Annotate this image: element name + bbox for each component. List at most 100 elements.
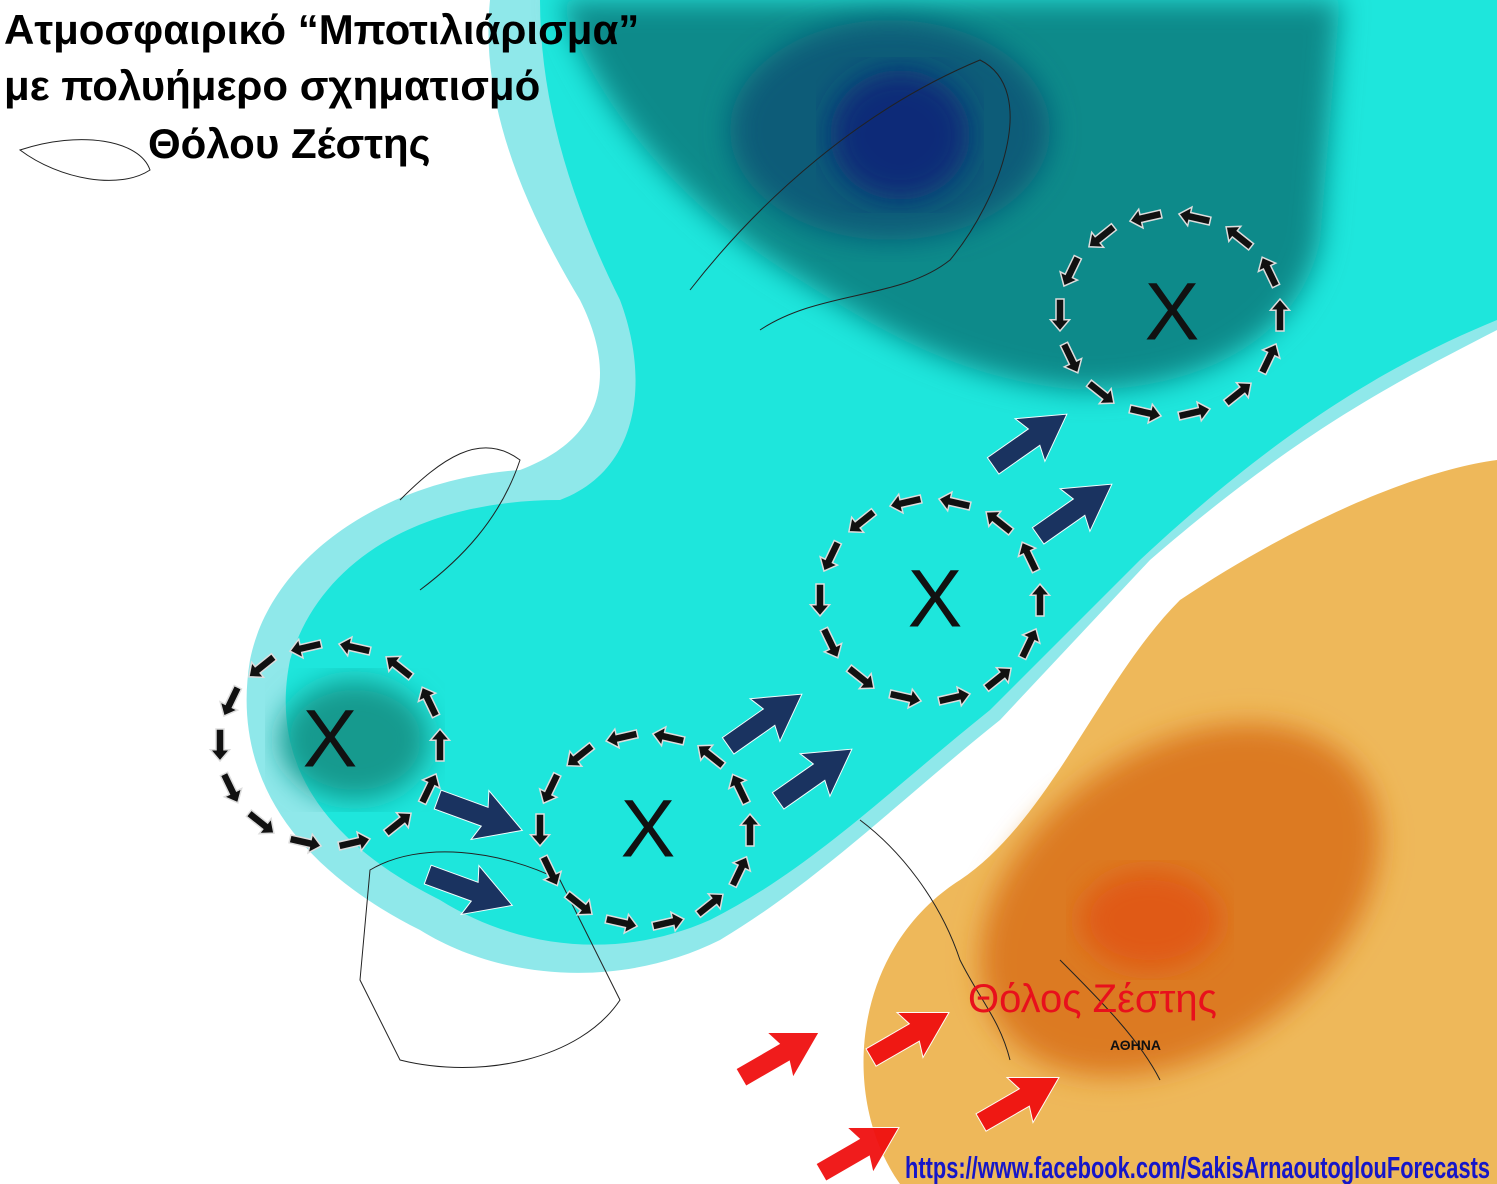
arrow-shape [288,637,323,660]
arrow [1128,402,1163,425]
arrow-shape [808,583,832,618]
arrow [1177,400,1212,423]
arrow [697,744,727,770]
arrow-shape [738,812,762,847]
arrow-shape [865,1011,950,1067]
balkans [1059,959,1161,1081]
arrow-shape [819,626,843,659]
arrow-shape [982,666,1012,693]
arrow-shape [219,771,243,804]
heat-dome-label: Θόλος Ζέστης [968,977,1217,1021]
arrow [1222,381,1252,408]
arrow [382,811,412,838]
arrow-shape [845,664,875,690]
arrow-shape [1028,582,1052,617]
arrow [1257,256,1281,289]
arrow [219,771,243,804]
iceland [18,139,151,181]
arrow-shape [1225,225,1255,251]
arrow-shape [937,685,972,708]
flow-arrows [423,413,1113,1182]
arrow [538,854,563,887]
arrow [337,635,372,658]
cold-center [830,70,970,200]
scandinavia [689,59,1011,331]
arrow-shape [1128,207,1163,230]
arrow [845,664,875,690]
flow-arrow [975,1076,1060,1132]
arrow [528,813,552,848]
arrow-shape [888,687,923,710]
arrow [604,912,639,935]
arrow [888,687,923,710]
arrow-shape [819,539,843,573]
flow-arrow [735,1031,820,1087]
low-marker: X [621,784,676,875]
flow-arrow [865,1011,950,1067]
low-marker: X [908,554,963,645]
arrow-shape [975,1076,1060,1132]
arrow [417,772,441,806]
arrow-shape [728,855,752,889]
arrow-shape [604,727,640,750]
arrow-shape [815,1126,900,1182]
arrow-shape [1257,256,1281,289]
arrow-shape [694,892,724,919]
arrow [738,812,762,847]
arrow [428,727,452,762]
arrow [982,666,1012,693]
arrow [563,890,593,916]
arrow-shape [1128,402,1163,425]
arrow [1225,225,1255,251]
arrow [1059,254,1083,288]
arrow-shape [985,510,1015,536]
arrow [604,727,640,750]
arrow [219,684,243,718]
arrow [385,655,415,681]
arrow-shape [848,507,878,534]
arrow-shape [337,635,372,658]
arrow-shape [245,809,275,835]
arrow-shape [1177,400,1212,423]
arrow-shape [417,686,441,719]
arrow [1257,342,1281,376]
arrow-shape [208,728,232,763]
arrow [937,490,972,513]
arrow-shape [382,811,412,838]
arrow [1177,205,1212,228]
flow-arrow [986,413,1068,475]
arrow-shape [1059,341,1083,374]
flow-arrow [423,864,514,916]
arrow [417,686,441,719]
arrow-shape [566,741,596,768]
arrow-shape [888,492,923,515]
flow-arrow [771,748,853,810]
arrow-shape [219,684,243,718]
arrow [728,855,752,889]
arrow-shape [937,490,972,513]
iberia [359,851,621,1068]
arrow [1048,298,1072,333]
arrow-shape [1222,381,1252,408]
heat-center [1080,870,1220,970]
cold-pool [280,680,430,800]
arrow [248,652,278,679]
arrow [1128,207,1163,230]
arrow-shape [735,1031,820,1087]
title-line: Ατμοσφαιρικό “Μποτιλιάρισμα” [4,6,639,53]
arrow-shape [417,772,441,806]
arrow-shape [423,864,514,916]
arrow [848,507,878,534]
arrow-shape [428,727,452,762]
flow-arrow [1031,483,1113,545]
arrow [888,492,923,515]
arrow-shape [528,813,552,848]
arrow-shape [1017,541,1041,574]
arrow-shape [1059,254,1083,288]
arrow [1059,341,1083,374]
arrow [566,741,596,768]
arrow-shape [1048,298,1072,333]
arrow-shape [1031,483,1113,545]
